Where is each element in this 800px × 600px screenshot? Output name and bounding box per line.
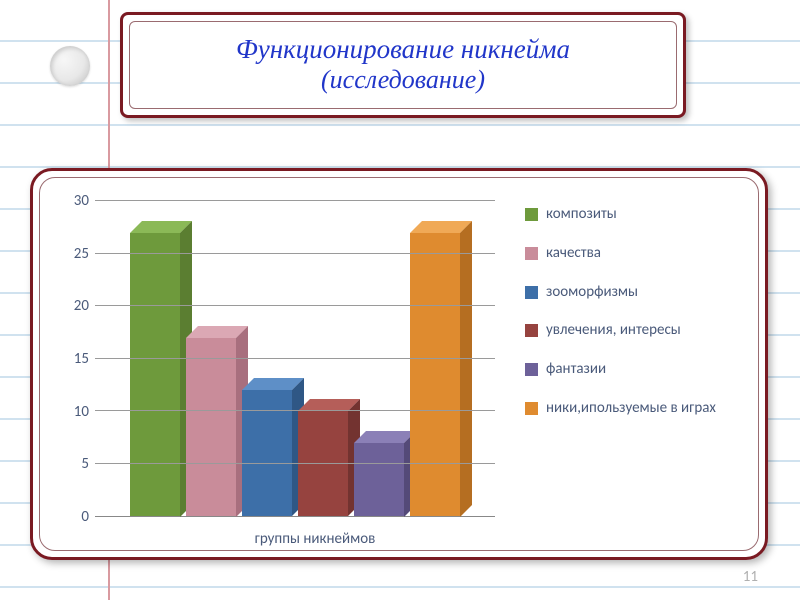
bar-front (298, 411, 348, 516)
y-tick-label: 15 (74, 350, 89, 368)
bar (410, 233, 460, 517)
bar (186, 338, 236, 517)
bar-front (410, 233, 460, 517)
legend-item: композиты (525, 205, 743, 224)
legend-item: качества (525, 244, 743, 263)
legend-label: композиты (546, 205, 617, 224)
grid-line (95, 200, 495, 201)
grid-line (95, 410, 495, 411)
title-line-2: (исследование) (321, 64, 485, 95)
legend-item: ники,ипользуемые в играх (525, 399, 743, 418)
bar-front (130, 233, 180, 517)
y-tick-label: 10 (74, 403, 89, 421)
y-tick-label: 25 (74, 245, 89, 263)
x-axis-label: группы никнеймов (135, 530, 495, 548)
bar-front (242, 390, 292, 516)
bar-front (354, 443, 404, 517)
legend-swatch (525, 208, 538, 221)
bar (354, 443, 404, 517)
y-tick-label: 5 (81, 455, 89, 473)
legend-label: ники,ипользуемые в играх (546, 399, 716, 418)
legend: композиты качества зооморфизмы увлечения, и… (495, 201, 743, 517)
grid-line (95, 305, 495, 306)
bars-container (95, 201, 495, 516)
bar (242, 390, 292, 516)
bar-front (186, 338, 236, 517)
legend-label: качества (546, 244, 601, 263)
grid-line (95, 253, 495, 254)
page-number: 11 (743, 568, 758, 586)
plot-area: 051015202530 группы никнеймов (55, 201, 495, 517)
legend-swatch (525, 402, 538, 415)
grid-line (95, 358, 495, 359)
y-tick-label: 30 (74, 192, 89, 210)
legend-swatch (525, 286, 538, 299)
title-line-1: Функционирование никнейма (236, 35, 570, 65)
y-tick-label: 20 (74, 297, 89, 315)
y-tick-label: 0 (81, 508, 89, 526)
bar-side (460, 221, 472, 517)
legend-label: зооморфизмы (546, 283, 638, 302)
legend-item: увлечения, интересы (525, 321, 743, 340)
bar (130, 233, 180, 517)
legend-item: зооморфизмы (525, 283, 743, 302)
legend-swatch (525, 363, 538, 376)
legend-label: увлечения, интересы (546, 321, 681, 340)
chart-card: 051015202530 группы никнеймов композитык… (30, 168, 768, 560)
grid-line (95, 463, 495, 464)
legend-label: фантазии (546, 360, 606, 379)
legend-swatch (525, 324, 538, 337)
bar (298, 411, 348, 516)
title-card: Функционирование никнейма (исследование) (120, 12, 686, 118)
plot: группы никнеймов (95, 201, 495, 517)
punch-hole (50, 46, 90, 86)
y-axis: 051015202530 (55, 201, 95, 517)
legend-swatch (525, 247, 538, 260)
legend-item: фантазии (525, 360, 743, 379)
